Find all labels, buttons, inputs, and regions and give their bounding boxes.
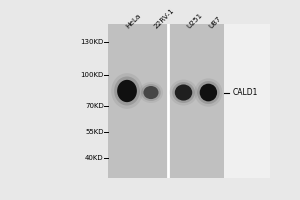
Text: U87: U87 (208, 16, 222, 30)
Ellipse shape (111, 73, 143, 109)
Ellipse shape (200, 84, 217, 101)
Bar (108, 24, 224, 178)
Ellipse shape (139, 82, 163, 103)
Ellipse shape (172, 82, 195, 103)
Ellipse shape (169, 80, 197, 105)
Text: 100KD: 100KD (80, 72, 104, 78)
Ellipse shape (141, 84, 161, 101)
Text: HeLa: HeLa (125, 13, 142, 30)
Text: 40KD: 40KD (85, 155, 104, 161)
Text: 55KD: 55KD (85, 129, 104, 135)
Text: CALD1: CALD1 (233, 88, 258, 97)
Ellipse shape (114, 76, 140, 106)
Bar (224, 24, 270, 178)
Ellipse shape (117, 80, 137, 102)
Text: U251: U251 (185, 12, 203, 30)
Ellipse shape (194, 78, 222, 107)
Ellipse shape (143, 86, 158, 99)
Ellipse shape (175, 84, 192, 101)
Text: 22RV-1: 22RV-1 (153, 8, 176, 30)
Ellipse shape (197, 81, 220, 104)
Text: 130KD: 130KD (80, 39, 104, 45)
Text: 70KD: 70KD (85, 103, 104, 109)
